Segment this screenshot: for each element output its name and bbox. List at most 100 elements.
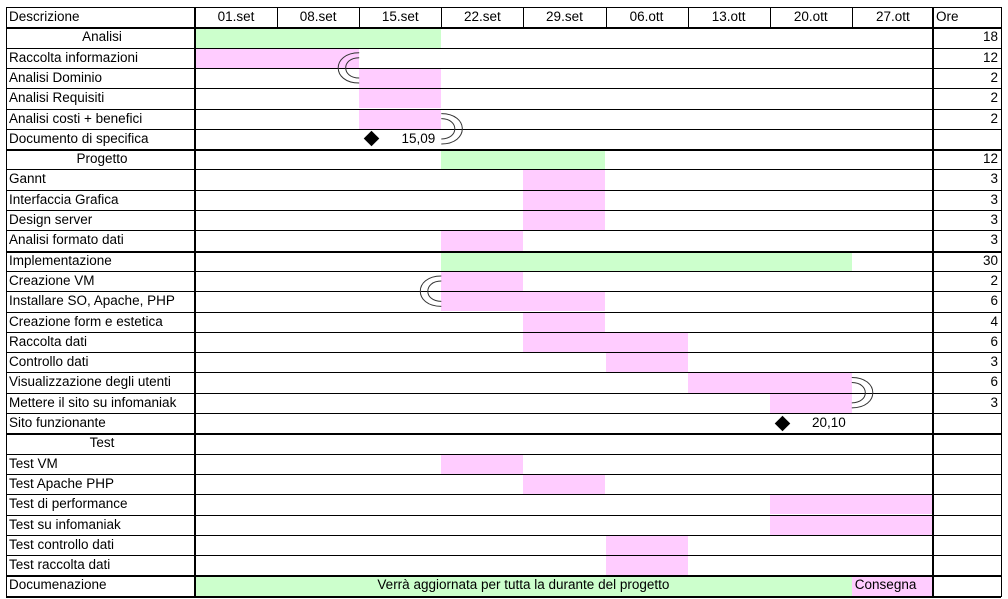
task-label: Controllo dati — [9, 354, 89, 370]
hours-value: 4 — [990, 313, 998, 329]
grid-line — [1001, 7, 1002, 597]
task-bar — [687, 372, 852, 393]
grid-line — [6, 352, 1001, 354]
task-label: Test su infomaniak — [9, 516, 121, 532]
week-header: 20.ott — [793, 9, 828, 24]
hours-value: 3 — [990, 232, 998, 248]
grid-line — [6, 189, 1001, 191]
task-label: Visualizzazione degli utenti — [9, 374, 171, 390]
task-label: Creazione form e estetica — [9, 313, 163, 329]
dependency-arrow-inner — [427, 280, 442, 302]
hours-value: 6 — [990, 293, 998, 309]
task-bar — [605, 555, 688, 576]
task-label: Analisi Dominio — [9, 69, 103, 85]
phase-bar — [441, 149, 606, 170]
task-bar — [359, 108, 442, 129]
dependency-arrow-inner — [851, 382, 866, 404]
grid-line — [6, 433, 1001, 436]
dependency-arrow — [337, 52, 360, 84]
grid-line — [6, 7, 7, 597]
task-bar — [359, 67, 442, 89]
dependency-arrow-inner — [441, 118, 456, 140]
milestone-date: 20,10 — [812, 415, 846, 430]
grid-line — [6, 108, 1001, 110]
week-header: 01.set — [217, 9, 255, 24]
task-label: Creazione VM — [9, 272, 95, 288]
phase-label: Implementazione — [9, 252, 112, 268]
task-label: Interfaccia Grafica — [9, 191, 119, 207]
task-label: Mettere il sito su infomaniak — [9, 394, 177, 410]
week-header: 27.ott — [875, 9, 910, 24]
grid-line — [6, 372, 1001, 374]
dependency-arrow-inner — [345, 57, 360, 79]
task-label: Test di performance — [9, 496, 128, 512]
grid-line — [687, 7, 689, 28]
week-header: 08.set — [299, 9, 337, 24]
hours-value: 6 — [990, 374, 998, 390]
documentation-note: Verrà aggiornata per tutta la durante de… — [377, 577, 670, 593]
week-header: 06.ott — [629, 9, 664, 24]
grid-line — [605, 7, 607, 28]
grid-line — [523, 7, 525, 28]
grid-line — [6, 494, 1001, 496]
task-label: Analisi Requisiti — [9, 90, 105, 106]
documentation-bar — [195, 575, 852, 596]
task-label: Raccolta dati — [9, 333, 88, 349]
milestone-label: Sito funzionante — [9, 415, 106, 430]
grid-line — [6, 67, 1001, 69]
hours-value: 2 — [990, 90, 998, 106]
task-bar — [605, 534, 688, 556]
grid-line — [6, 534, 1001, 536]
task-bar — [523, 169, 606, 190]
grid-line — [6, 149, 1001, 152]
task-label: Analisi formato dati — [9, 232, 124, 248]
grid-line — [6, 7, 1001, 8]
grid-line — [6, 88, 1001, 90]
grid-line — [769, 7, 771, 28]
grid-line — [932, 7, 934, 597]
delivery-bar — [851, 575, 934, 596]
task-label: Test controllo dati — [9, 536, 115, 552]
hours-value: 2 — [990, 272, 998, 288]
task-bar — [769, 494, 934, 515]
grid-line — [6, 453, 1001, 455]
grid-line — [6, 473, 1001, 475]
task-label: Documenazione — [9, 577, 107, 593]
task-label: Installare SO, Apache, PHP — [9, 293, 175, 309]
dependency-arrow — [851, 377, 874, 409]
hours-value: 30 — [982, 252, 998, 268]
grid-line — [441, 7, 443, 28]
header-hours: Ore — [936, 9, 959, 24]
grid-line — [6, 291, 1001, 293]
grid-line — [6, 47, 1001, 49]
phase-label: Progetto — [76, 151, 128, 167]
task-bar — [441, 453, 524, 474]
grid-line — [6, 250, 1001, 253]
grid-line — [6, 595, 1001, 598]
task-bar — [769, 514, 934, 535]
task-bar — [605, 352, 688, 373]
task-bar — [523, 331, 688, 353]
phase-label: Test — [89, 435, 115, 451]
hours-value: 3 — [990, 191, 998, 207]
task-bar — [441, 291, 606, 312]
grid-line — [6, 128, 1001, 130]
dependency-arrow — [441, 113, 463, 145]
task-bar — [523, 210, 606, 231]
week-header: 22.set — [463, 9, 501, 24]
task-label: Test Apache PHP — [9, 475, 115, 491]
delivery-label: Consegna — [854, 577, 917, 593]
milestone-label: Documento di specifica — [9, 130, 149, 146]
task-label: Analisi costi + benefici — [9, 110, 143, 126]
header-description: Descrizione — [9, 9, 80, 24]
week-header: 15.set — [381, 9, 419, 24]
task-bar — [523, 189, 606, 210]
phase-bar — [441, 250, 852, 271]
grid-line — [6, 270, 1001, 272]
task-bar — [523, 473, 606, 495]
week-header: 29.set — [546, 9, 583, 24]
grid-line — [6, 169, 1001, 171]
grid-line — [6, 331, 1001, 333]
